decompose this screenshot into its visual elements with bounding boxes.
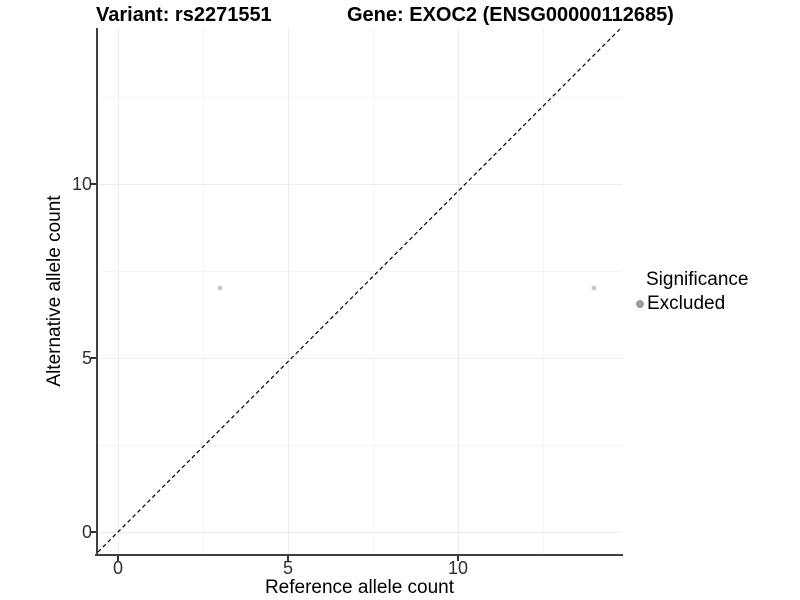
plot-panel — [97, 28, 622, 555]
x-tick-label: 0 — [112, 558, 124, 578]
grid-minor-horizontal — [97, 97, 622, 98]
x-tick-mark — [457, 556, 459, 561]
grid-major-horizontal — [97, 358, 622, 359]
grid-minor-horizontal — [97, 445, 622, 446]
x-axis-title: Reference allele count — [264, 577, 455, 598]
legend-entry-excluded: Excluded — [636, 293, 748, 315]
grid-major-horizontal — [97, 532, 622, 533]
plot-title-gene: Gene: EXOC2 (ENSG00000112685) — [347, 4, 674, 26]
grid-minor-vertical — [373, 28, 374, 555]
plot-title-variant: Variant: rs2271551 — [96, 4, 272, 26]
y-axis-line — [96, 28, 98, 556]
x-tick-mark — [117, 556, 119, 561]
x-axis-line — [95, 554, 623, 556]
y-tick-label: 0 — [81, 522, 92, 542]
x-tick-mark — [287, 556, 289, 561]
y-tick-mark — [91, 357, 96, 359]
grid-minor-vertical — [203, 28, 204, 555]
x-tick-label: 10 — [447, 558, 469, 578]
legend-entry-label: Excluded — [647, 293, 726, 314]
legend-title: Significance — [646, 269, 749, 290]
y-tick-label: 10 — [71, 174, 92, 194]
identity-line — [97, 28, 622, 554]
x-tick-label: 5 — [282, 558, 294, 578]
y-tick-mark — [91, 183, 96, 185]
legend-point-icon — [636, 300, 644, 308]
data-point — [591, 285, 597, 291]
grid-major-vertical — [458, 28, 459, 555]
grid-major-horizontal — [97, 184, 622, 185]
legend: Significance Excluded — [636, 269, 748, 315]
grid-minor-vertical — [543, 28, 544, 555]
y-tick-mark — [91, 531, 96, 533]
grid-major-vertical — [288, 28, 289, 555]
grid-minor-horizontal — [97, 271, 622, 272]
y-tick-label: 5 — [81, 348, 92, 368]
grid-major-vertical — [118, 28, 119, 555]
data-point — [217, 285, 223, 291]
